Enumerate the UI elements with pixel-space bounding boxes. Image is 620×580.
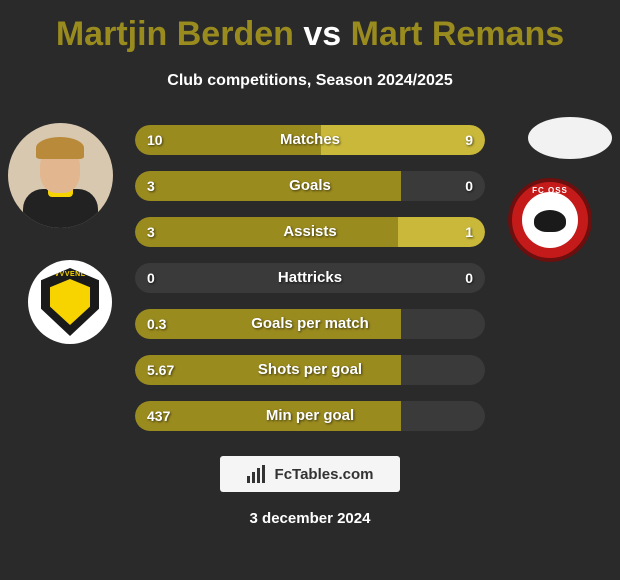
stat-value-right: 0 — [465, 263, 473, 293]
subtitle: Club competitions, Season 2024/2025 — [0, 72, 620, 90]
stat-label: Hattricks — [135, 263, 485, 293]
stat-row: 0Hattricks0 — [135, 263, 485, 293]
player-right-avatar — [528, 117, 612, 159]
stat-label: Goals — [135, 171, 485, 201]
title-player-right: Mart Remans — [351, 15, 565, 53]
page-title: Martjin Berden vs Mart Remans — [0, 15, 620, 54]
club-left-shield: VVVENL — [41, 268, 99, 336]
stat-label: Goals per match — [135, 309, 485, 339]
club-right-inner — [522, 192, 578, 248]
date-label: 3 december 2024 — [0, 510, 620, 527]
club-left-shield-inner — [50, 279, 90, 325]
bar-chart-icon — [247, 465, 269, 483]
title-vs: vs — [294, 15, 351, 53]
stat-label: Shots per goal — [135, 355, 485, 385]
brand-logo: FcTables.com — [220, 456, 400, 492]
stat-row: 3Assists1 — [135, 217, 485, 247]
title-player-left: Martjin Berden — [56, 15, 294, 53]
stat-row: 10Matches9 — [135, 125, 485, 155]
stat-label: Assists — [135, 217, 485, 247]
stat-value-right: 0 — [465, 171, 473, 201]
stat-value-right: 1 — [465, 217, 473, 247]
brand-text: FcTables.com — [275, 466, 374, 483]
avatar-hair — [36, 137, 84, 159]
stat-row: 3Goals0 — [135, 171, 485, 201]
stat-row: 0.3Goals per match — [135, 309, 485, 339]
club-right-bull-icon — [534, 210, 566, 232]
stat-label: Matches — [135, 125, 485, 155]
club-left-label: VVVENL — [41, 271, 99, 278]
stat-row: 5.67Shots per goal — [135, 355, 485, 385]
stat-row: 437Min per goal — [135, 401, 485, 431]
player-left-avatar — [8, 123, 113, 228]
stat-label: Min per goal — [135, 401, 485, 431]
player-left-club-badge: VVVENL — [28, 260, 112, 344]
comparison-card: Martjin Berden vs Mart Remans Club compe… — [0, 0, 620, 580]
player-right-club-badge: FC OSS — [508, 178, 592, 262]
stat-value-right: 9 — [465, 125, 473, 155]
